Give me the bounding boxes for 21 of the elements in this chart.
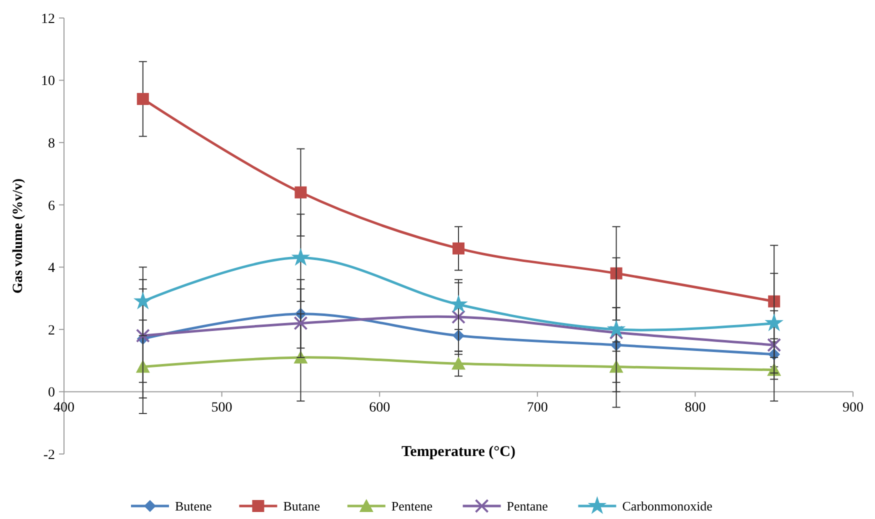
y-tick-label: 4 xyxy=(48,261,55,276)
x-tick-label: 900 xyxy=(842,400,864,416)
x-axis-title: Temperature (°C) xyxy=(402,444,516,460)
y-tick-label: 0 xyxy=(48,386,55,401)
y-tick-label: 12 xyxy=(41,12,55,27)
y-tick-label: 8 xyxy=(48,136,55,152)
x-tick-label: 400 xyxy=(54,400,74,416)
x-tick-label: 700 xyxy=(526,400,548,416)
y-tick-label: 2 xyxy=(48,323,55,338)
legend-label: Butane xyxy=(283,498,320,514)
x-tick-label: 500 xyxy=(211,400,232,416)
legend-label: Carbonmonoxide xyxy=(622,498,713,514)
x-tick-label: 800 xyxy=(684,400,706,416)
legend-label: Butene xyxy=(175,498,212,514)
legend-label: Pentane xyxy=(506,498,548,514)
y-tick-label: 6 xyxy=(48,198,55,214)
y-tick-label: 10 xyxy=(41,74,55,90)
y-tick-label: -2 xyxy=(43,448,55,463)
x-tick-label: 600 xyxy=(369,400,390,416)
legend-label: Pentene xyxy=(391,498,433,514)
y-axis-title: Gas volume (%v/v) xyxy=(11,178,26,294)
